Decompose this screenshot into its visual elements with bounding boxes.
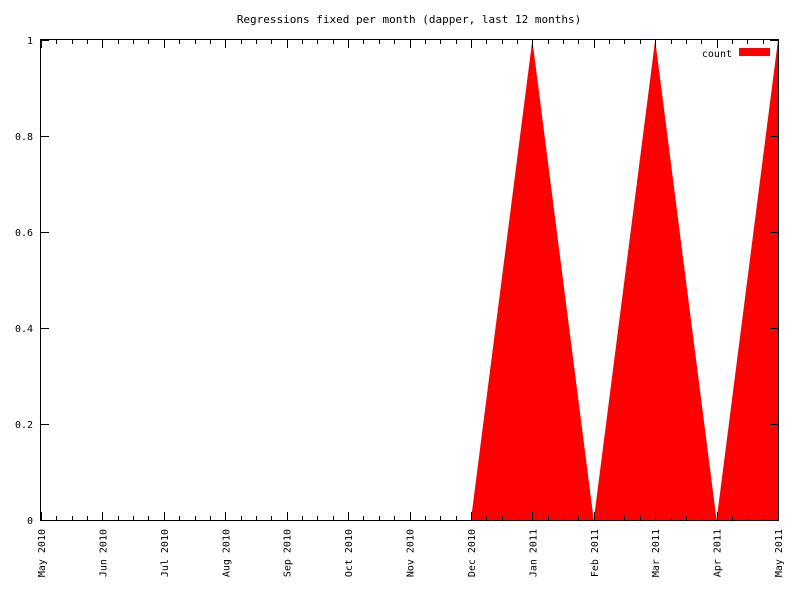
x-tick-label: Jul 2010 xyxy=(160,529,171,577)
x-tick-label: Jun 2010 xyxy=(98,529,109,577)
y-tick-label: 0.2 xyxy=(15,420,33,431)
y-tick-label: 1 xyxy=(27,36,33,47)
y-tick-label: 0.8 xyxy=(15,132,33,143)
y-tick-label: 0 xyxy=(27,516,33,527)
x-tick-label: May 2011 xyxy=(774,529,785,577)
x-tick-label: Aug 2010 xyxy=(221,529,232,577)
legend-label: count xyxy=(702,49,732,60)
x-axis-labels: May 2010 Jun 2010 Jul 2010 Aug 2010 Sep 2010… xyxy=(37,529,785,577)
legend-swatch xyxy=(739,48,770,56)
chart-title: Regressions fixed per month (dapper, las… xyxy=(237,13,581,26)
y-axis-labels: 0 0.2 0.4 0.6 0.8 1 xyxy=(15,36,33,527)
x-tick-label: May 2010 xyxy=(37,529,48,577)
x-tick-label: Nov 2010 xyxy=(406,529,417,577)
y-tick-label: 0.6 xyxy=(15,228,33,239)
y-tick-label: 0.4 xyxy=(15,324,33,335)
x-tick-label: Dec 2010 xyxy=(467,529,478,577)
series-area-count xyxy=(41,40,778,520)
x-tick-label: Apr 2011 xyxy=(713,529,724,577)
legend: count xyxy=(702,48,770,60)
x-tick-label: Jan 2011 xyxy=(528,529,539,577)
x-tick-label: Feb 2011 xyxy=(590,529,601,577)
x-tick-label: Oct 2010 xyxy=(344,529,355,577)
x-tick-label: Sep 2010 xyxy=(283,529,294,577)
area-layer xyxy=(41,40,778,520)
x-tick-label: Mar 2011 xyxy=(651,529,662,577)
